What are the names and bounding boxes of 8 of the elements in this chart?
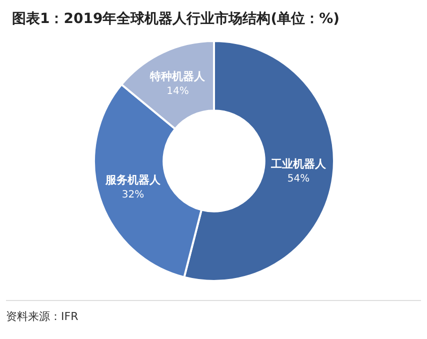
data-label: 14% bbox=[166, 86, 188, 97]
slice-label: 特种机器人 bbox=[148, 70, 206, 83]
slice-label: 工业机器人 bbox=[270, 158, 327, 171]
data-label: 32% bbox=[121, 189, 144, 200]
slice-label: 服务机器人 bbox=[104, 173, 161, 186]
chart-title: 图表1：2019年全球机器人行业市场结构(单位：%) bbox=[11, 10, 341, 29]
data-label: 54% bbox=[286, 174, 310, 185]
text: 资料来源：IFR bbox=[6, 310, 78, 323]
